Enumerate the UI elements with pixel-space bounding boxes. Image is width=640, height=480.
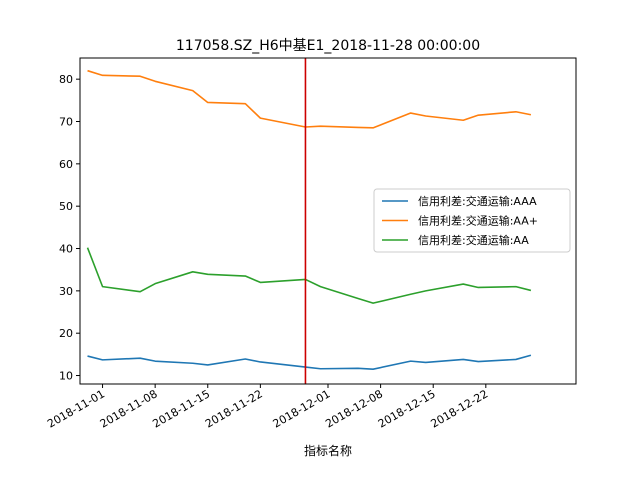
y-tick-label: 40 [59, 243, 73, 256]
series-line-3 [86, 247, 532, 304]
legend: 信用利差:交通运输:AAA 信用利差:交通运输:AA+ 信用利差:交通运输:AA [373, 188, 571, 253]
chart-title: 117058.SZ_H6中基E1_2018-11-28 00:00:00 [176, 37, 480, 54]
y-tick-label: 10 [59, 370, 73, 383]
x-tick-label: 2018-12-22 [428, 387, 490, 430]
y-tick-label: 80 [59, 73, 73, 86]
legend-box [373, 188, 571, 253]
x-tick-label: 2018-12-08 [323, 387, 385, 430]
series-line-2 [87, 69, 532, 129]
y-tick-label: 60 [59, 158, 73, 171]
legend-label-3: 信用利差:交通运输:AA [418, 233, 529, 247]
x-axis-label: 指标名称 [304, 443, 352, 458]
x-tick-label: 2018-11-08 [98, 387, 160, 430]
x-tick-label: 2018-12-15 [376, 387, 438, 430]
y-tick-label: 50 [59, 200, 73, 213]
legend-label-1: 信用利差:交通运输:AAA [418, 194, 537, 208]
x-tick-label: 2018-12-01 [271, 387, 333, 430]
y-tick-label: 30 [59, 285, 73, 298]
x-tick-label: 2018-11-22 [203, 387, 265, 430]
y-tick-label: 70 [59, 116, 73, 129]
legend-label-2: 信用利差:交通运输:AA+ [418, 214, 538, 228]
series-line-1 [87, 354, 532, 370]
x-tick-label: 2018-11-01 [45, 387, 107, 430]
y-tick-label: 20 [59, 327, 73, 340]
x-tick-label: 2018-11-15 [150, 387, 212, 430]
